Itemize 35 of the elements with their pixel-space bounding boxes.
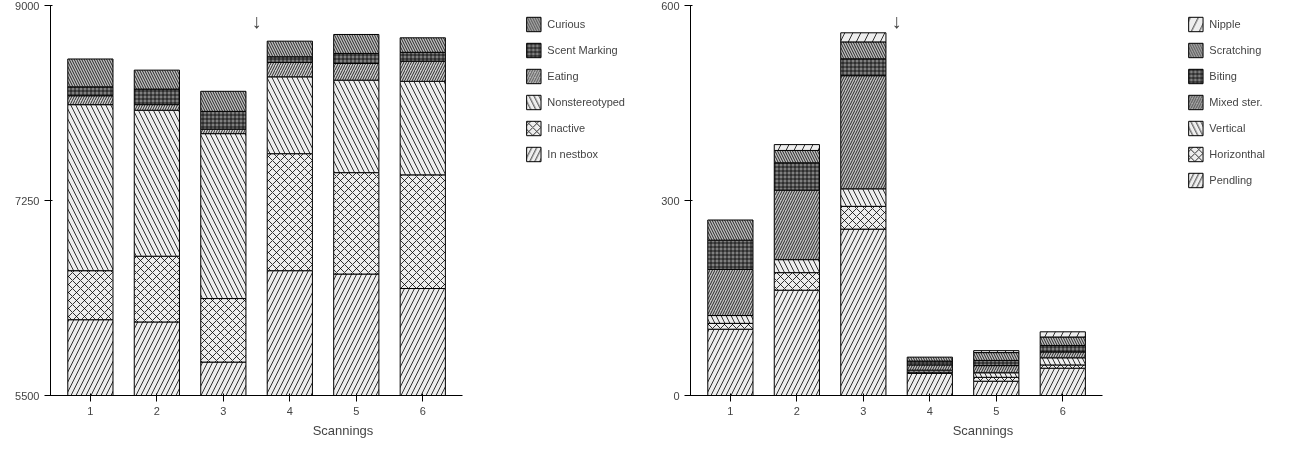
annotation: ↓ [891,10,902,33]
legend-label: Nonstereotyped [547,96,625,108]
y-tick-label: 0 [673,389,680,402]
x-tick-label: 5 [353,404,360,417]
x-tick-label: 1 [727,404,734,417]
y-tick-label: 300 [661,194,680,207]
x-tick-label: 6 [419,404,426,417]
legend-label: In nestbox [547,148,599,160]
legend-label: Biting [1209,70,1237,82]
legend-label: Horizonthal [1209,148,1265,160]
x-axis-title: Scannings [952,422,1014,438]
x-axis-title: Scannings [312,422,374,438]
y-tick-label: 600 [661,0,680,12]
x-tick-label: 4 [286,404,293,417]
x-tick-label: 2 [153,404,160,417]
y-tick-label: 5500 [15,389,40,402]
x-tick-label: 6 [1059,404,1066,417]
x-tick-label: 4 [926,404,933,417]
legend-label: Scratching [1209,44,1262,56]
x-tick-label: 5 [993,404,1000,417]
legend-label: Scent Marking [547,44,618,56]
legend-label: Pendling [1209,174,1253,186]
legend-label: Curious [547,18,586,30]
legend-label: Nipple [1209,18,1241,30]
x-tick-label: 2 [793,404,800,417]
legend-label: Mixed ster. [1209,96,1263,108]
x-tick-label: 1 [87,404,94,417]
x-tick-label: 3 [860,404,867,417]
annotation: ↓ [251,10,262,33]
legend-label: Vertical [1209,122,1246,134]
legend-label: Inactive [547,122,586,134]
x-tick-label: 3 [220,404,227,417]
y-tick-label: 7250 [15,194,40,207]
legend-label: Eating [547,70,579,82]
y-tick-label: 9000 [15,0,40,12]
